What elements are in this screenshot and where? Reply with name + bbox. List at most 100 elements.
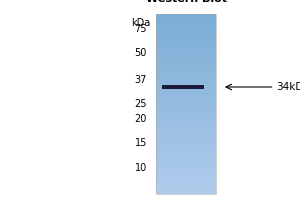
Bar (156, 162, 216, 164)
Bar (156, 77, 216, 78)
Bar (156, 63, 216, 65)
Bar (156, 174, 216, 176)
Text: 25: 25 (134, 99, 147, 109)
Bar (156, 186, 216, 188)
Bar (156, 111, 216, 113)
Bar (156, 96, 216, 98)
Bar (156, 158, 216, 160)
Bar (156, 189, 216, 191)
Bar (156, 177, 216, 179)
Bar (156, 134, 216, 136)
Bar (156, 24, 216, 26)
Bar (156, 153, 216, 155)
Bar (156, 53, 216, 54)
Text: 10: 10 (135, 163, 147, 173)
Bar (156, 87, 216, 89)
Bar (156, 54, 216, 56)
Bar (156, 185, 216, 186)
Bar (156, 128, 216, 130)
Bar (156, 17, 216, 19)
Bar (156, 47, 216, 48)
Bar (156, 122, 216, 124)
Text: Western Blot: Western Blot (146, 0, 226, 4)
Text: 20: 20 (135, 114, 147, 124)
Bar (156, 71, 216, 72)
Bar (156, 98, 216, 99)
Bar (156, 147, 216, 149)
Bar (156, 138, 216, 140)
Text: 75: 75 (134, 24, 147, 34)
Bar (156, 56, 216, 58)
Bar (156, 45, 216, 47)
Bar (156, 68, 216, 69)
Bar (156, 21, 216, 23)
Bar (156, 14, 216, 15)
Bar (156, 86, 216, 88)
Text: 34kDa: 34kDa (276, 82, 300, 92)
Text: kDa: kDa (131, 18, 150, 28)
Bar (156, 20, 216, 21)
Bar (156, 182, 216, 184)
Bar (156, 26, 216, 27)
Bar (156, 135, 216, 137)
Bar (156, 38, 216, 40)
Bar (156, 23, 216, 24)
Bar (156, 41, 216, 42)
Bar (156, 155, 216, 156)
Bar (156, 59, 216, 60)
Bar (156, 144, 216, 146)
Bar (156, 32, 216, 33)
Bar (156, 102, 216, 104)
Bar (156, 161, 216, 162)
Bar (156, 116, 216, 117)
Bar (156, 30, 216, 32)
Bar (156, 66, 216, 68)
Bar (156, 179, 216, 180)
Bar (156, 152, 216, 154)
Bar (156, 156, 216, 158)
Bar (156, 78, 216, 80)
Bar (156, 27, 216, 29)
Bar (156, 132, 216, 134)
Bar (156, 18, 216, 20)
Bar (156, 48, 216, 50)
Bar (156, 143, 216, 144)
Bar (156, 188, 216, 190)
Bar (156, 89, 216, 90)
Bar (156, 83, 216, 84)
Bar (156, 192, 216, 194)
Bar (156, 168, 216, 170)
Bar (156, 39, 216, 41)
Bar (156, 176, 216, 178)
Bar (156, 146, 216, 147)
Bar (156, 117, 216, 119)
Bar (156, 72, 216, 74)
Bar (156, 140, 216, 142)
Bar (156, 113, 216, 114)
Bar (156, 129, 216, 131)
Bar (156, 92, 216, 93)
Bar (156, 33, 216, 35)
Bar (156, 165, 216, 167)
Bar (156, 29, 216, 30)
Text: 50: 50 (135, 48, 147, 58)
Text: 37: 37 (135, 75, 147, 85)
Bar (156, 75, 216, 77)
Bar (156, 159, 216, 161)
Bar (156, 95, 216, 97)
Bar (156, 90, 216, 92)
Bar (156, 57, 216, 59)
Bar (156, 65, 216, 66)
Bar (156, 126, 216, 128)
Bar (156, 120, 216, 122)
Bar (156, 51, 216, 53)
Bar (156, 35, 216, 36)
Bar (156, 149, 216, 150)
Bar (156, 107, 216, 108)
Bar (156, 44, 216, 46)
Bar (156, 164, 216, 166)
Bar (156, 180, 216, 182)
Bar (156, 81, 216, 83)
Bar (156, 123, 216, 125)
Bar (156, 110, 216, 112)
